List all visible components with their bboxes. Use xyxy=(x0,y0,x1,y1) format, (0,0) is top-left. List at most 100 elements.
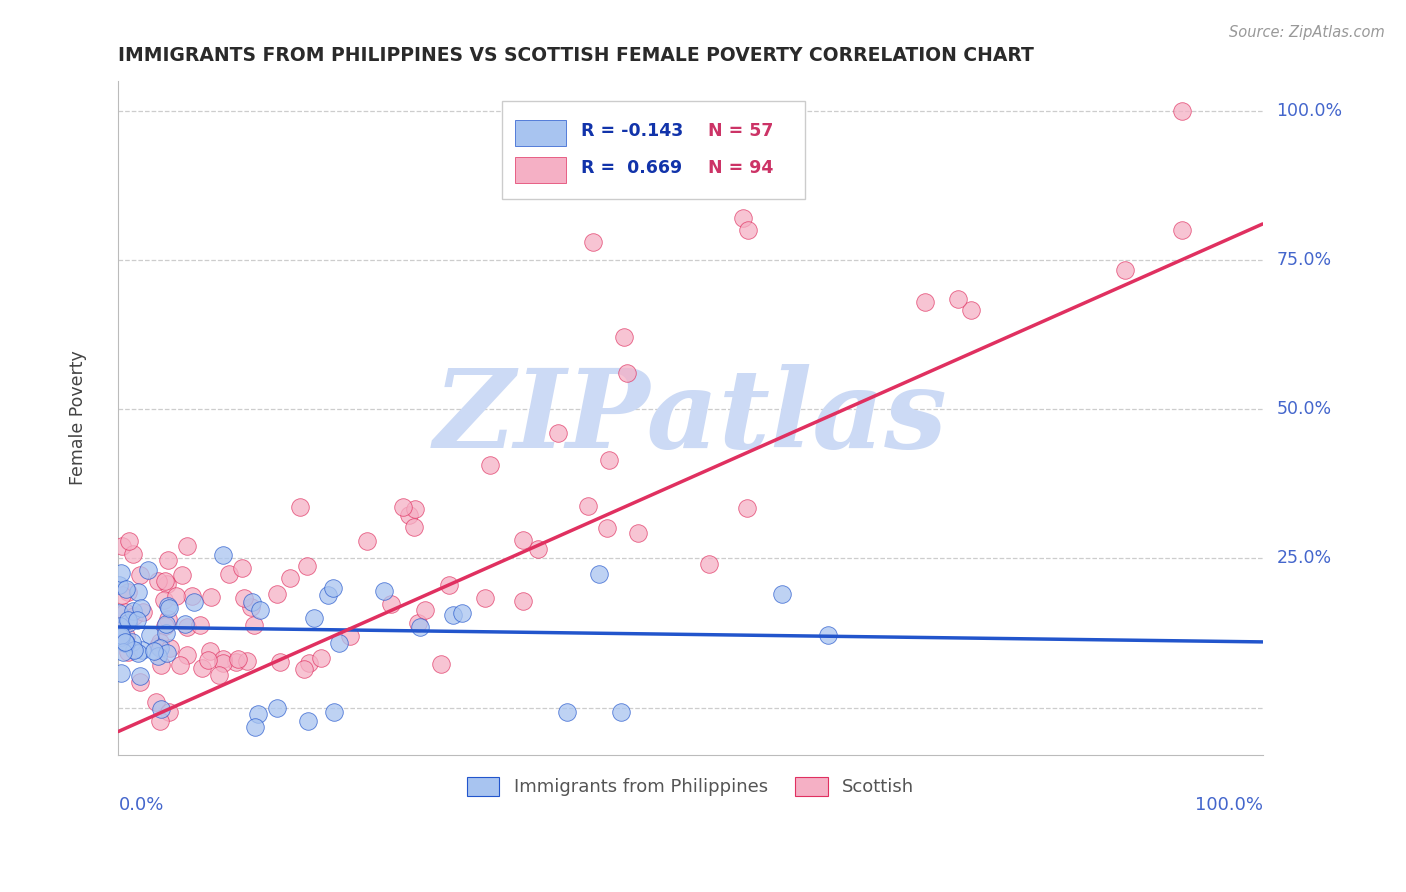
Point xyxy=(398,508,420,522)
Point xyxy=(149,714,172,728)
Point xyxy=(114,636,136,650)
Point xyxy=(304,611,326,625)
Point xyxy=(108,631,131,645)
Point xyxy=(356,533,378,548)
Point xyxy=(404,519,426,533)
Point xyxy=(699,558,721,572)
Point xyxy=(121,635,143,649)
Point xyxy=(114,635,136,649)
Point xyxy=(311,651,333,665)
Point xyxy=(169,657,191,672)
Point xyxy=(114,605,136,619)
Point xyxy=(218,567,240,582)
Point xyxy=(114,636,136,650)
FancyBboxPatch shape xyxy=(516,120,565,146)
Point xyxy=(596,521,619,535)
Point xyxy=(247,707,270,722)
Point xyxy=(1114,262,1136,277)
Point xyxy=(156,611,179,625)
Point xyxy=(226,651,249,665)
Point xyxy=(165,589,187,603)
Point xyxy=(131,643,153,657)
Point xyxy=(269,655,291,669)
Point xyxy=(150,658,173,673)
Point xyxy=(297,714,319,728)
Point xyxy=(197,653,219,667)
Point xyxy=(136,564,159,578)
Point xyxy=(243,618,266,632)
Point xyxy=(107,578,129,592)
Point xyxy=(176,620,198,634)
FancyBboxPatch shape xyxy=(516,157,565,183)
Point xyxy=(609,705,631,719)
Point xyxy=(117,645,139,659)
Point xyxy=(233,591,256,605)
Point xyxy=(200,590,222,604)
Point xyxy=(157,706,180,720)
Point xyxy=(110,566,132,581)
Point xyxy=(512,533,534,547)
Point xyxy=(115,629,138,643)
Point xyxy=(733,211,755,225)
Point xyxy=(555,705,578,719)
Point xyxy=(127,646,149,660)
Point xyxy=(322,581,344,595)
Point xyxy=(441,607,464,622)
Point xyxy=(155,617,177,632)
Point xyxy=(117,615,139,630)
Point xyxy=(159,640,181,655)
Point xyxy=(156,577,179,591)
Point xyxy=(145,695,167,709)
Text: N = 94: N = 94 xyxy=(707,160,773,178)
Point xyxy=(198,644,221,658)
Point xyxy=(576,499,599,513)
Point xyxy=(125,613,148,627)
Text: IMMIGRANTS FROM PHILIPPINES VS SCOTTISH FEMALE POVERTY CORRELATION CHART: IMMIGRANTS FROM PHILIPPINES VS SCOTTISH … xyxy=(118,46,1035,65)
Point xyxy=(613,330,636,344)
Point xyxy=(450,606,472,620)
Point xyxy=(298,656,321,670)
Point xyxy=(108,618,131,632)
Point xyxy=(127,584,149,599)
Point xyxy=(155,619,177,633)
Point xyxy=(225,655,247,669)
Point xyxy=(174,617,197,632)
Text: 100.0%: 100.0% xyxy=(1195,796,1263,814)
Text: R =  0.669: R = 0.669 xyxy=(581,160,682,178)
Point xyxy=(148,639,170,653)
Point xyxy=(474,591,496,605)
FancyBboxPatch shape xyxy=(502,101,804,199)
Text: N = 57: N = 57 xyxy=(707,122,773,140)
Point xyxy=(404,502,426,516)
Point xyxy=(212,656,235,670)
Point xyxy=(243,720,266,734)
Point xyxy=(149,635,172,649)
Point xyxy=(1171,223,1194,237)
Point xyxy=(737,223,759,237)
Point xyxy=(181,590,204,604)
Point xyxy=(239,600,262,615)
Point xyxy=(121,548,143,562)
Point xyxy=(139,628,162,642)
Point xyxy=(146,648,169,663)
Point xyxy=(914,294,936,309)
Point xyxy=(212,651,235,665)
Point xyxy=(290,500,312,515)
Point xyxy=(176,648,198,662)
Text: 25.0%: 25.0% xyxy=(1277,549,1331,567)
Point xyxy=(146,574,169,589)
Point xyxy=(155,625,177,640)
Point xyxy=(240,595,263,609)
Point xyxy=(191,661,214,675)
Point xyxy=(527,541,550,556)
Point xyxy=(946,292,969,306)
Point xyxy=(208,667,231,681)
Point xyxy=(118,533,141,548)
Point xyxy=(437,578,460,592)
Point xyxy=(108,607,131,621)
Point xyxy=(547,425,569,440)
Point xyxy=(143,643,166,657)
Point xyxy=(211,548,233,562)
Point xyxy=(117,613,139,627)
Point xyxy=(817,628,839,642)
